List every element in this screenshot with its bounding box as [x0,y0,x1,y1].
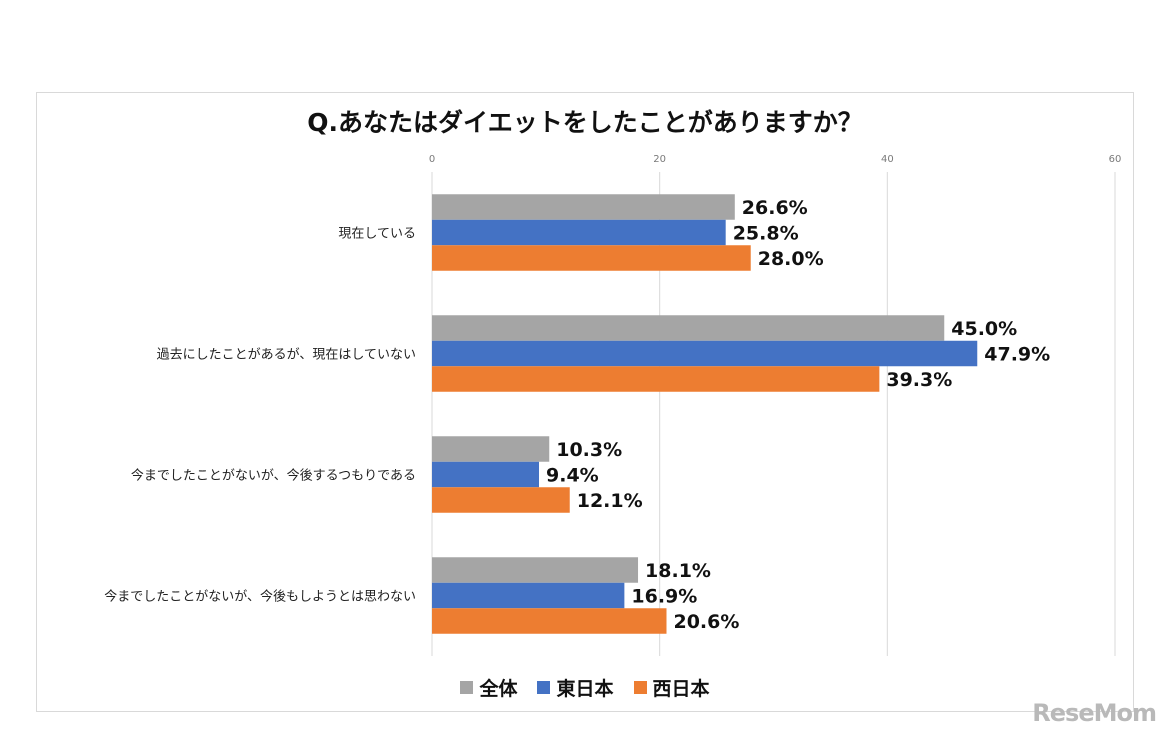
bar-2-1 [432,315,945,341]
x-tick-label: 20 [653,154,666,165]
data-label: 10.3% [556,439,622,461]
data-label: 39.3% [886,369,952,391]
data-label: 26.6% [742,197,808,219]
bar-3-1 [432,436,550,462]
data-label: 16.9% [631,586,697,608]
data-label: 45.0% [951,318,1017,340]
bar-4-3 [432,608,667,634]
bar-1-1 [432,194,735,220]
legend-label: 全体 [479,678,518,700]
category-label: 過去にしたことがあるが、現在はしていない [157,348,416,363]
legend-label: 東日本 [556,678,614,700]
legend-swatch [460,681,474,694]
bar-3-2 [432,461,540,488]
bar-4-2 [432,582,625,609]
bar-1-2 [432,219,726,246]
data-label: 20.6% [673,611,739,633]
legend-swatch [537,681,551,694]
x-tick-label: 0 [429,154,435,165]
legend-item: 東日本 [537,674,614,701]
category-label: 今までしたことがないが、今後するつもりである [131,468,416,484]
bar-2-2 [432,340,978,367]
category-label: 今までしたことがないが、今後もしようとは思わない [104,589,416,605]
chart-title: Q.あなたはダイエットをしたことがありますか？ [307,108,863,137]
legend: 全体 東日本 西日本 [0,674,1170,701]
data-label: 18.1% [645,560,711,582]
bar-2-3 [432,366,880,392]
data-label: 28.0% [758,248,824,270]
data-label: 9.4% [546,465,599,487]
legend-item: 全体 [460,674,517,701]
data-label: 12.1% [577,490,643,512]
data-label: 47.9% [984,344,1050,366]
bar-3-3 [432,487,570,513]
data-label: 25.8% [733,223,799,245]
legend-item: 西日本 [633,674,710,701]
bar-4-1 [432,557,639,583]
x-tick-label: 40 [881,154,894,165]
resemom-logo: ReseMom [1032,699,1157,727]
legend-swatch [633,681,647,694]
legend-label: 西日本 [652,678,710,700]
x-tick-label: 60 [1109,154,1122,165]
category-label: 現在している [338,227,416,242]
bar-1-3 [432,245,751,271]
